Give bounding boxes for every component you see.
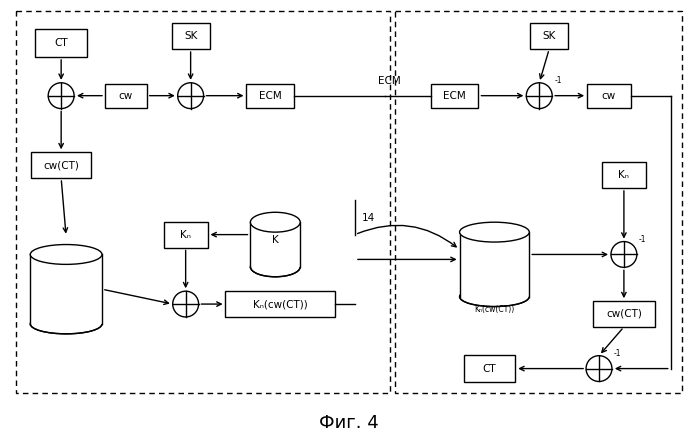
Text: cw: cw <box>602 91 616 101</box>
Bar <box>602 162 646 188</box>
Text: -1: -1 <box>554 76 562 85</box>
Text: K: K <box>272 235 279 245</box>
Bar <box>164 221 208 248</box>
Bar <box>105 84 147 108</box>
Bar <box>250 222 300 267</box>
Text: -1: -1 <box>639 235 647 244</box>
Bar <box>587 84 631 108</box>
Text: cw: cw <box>119 91 133 101</box>
Bar <box>30 255 102 324</box>
Text: Фиг. 4: Фиг. 4 <box>319 414 379 432</box>
Bar <box>395 11 682 393</box>
Ellipse shape <box>250 257 300 277</box>
Text: CT: CT <box>482 364 496 374</box>
Ellipse shape <box>459 222 529 242</box>
Bar <box>172 23 210 49</box>
Text: ECM: ECM <box>443 91 466 101</box>
Text: Kₙ: Kₙ <box>180 230 191 240</box>
Bar <box>431 84 479 108</box>
Text: ECM: ECM <box>259 91 282 101</box>
Text: 14: 14 <box>362 213 375 223</box>
Bar <box>226 291 335 317</box>
Text: Kₙ: Kₙ <box>619 170 629 180</box>
Bar <box>459 232 529 296</box>
Bar <box>31 152 91 178</box>
Text: Kₙ(cw(CT)): Kₙ(cw(CT)) <box>253 299 308 309</box>
Bar <box>593 301 655 327</box>
Text: cw(CT): cw(CT) <box>606 309 642 319</box>
Bar <box>463 355 515 382</box>
Text: SK: SK <box>542 31 556 41</box>
Ellipse shape <box>30 314 102 334</box>
Ellipse shape <box>459 287 529 307</box>
Text: -1: -1 <box>614 349 621 358</box>
Text: SK: SK <box>184 31 197 41</box>
Text: ECM: ECM <box>378 76 401 86</box>
Bar <box>247 84 294 108</box>
Ellipse shape <box>250 212 300 232</box>
Bar <box>531 23 568 49</box>
Bar <box>16 11 390 393</box>
Ellipse shape <box>30 245 102 264</box>
Text: cw(CT): cw(CT) <box>43 160 79 170</box>
Text: Kₙ(cw(CT)): Kₙ(cw(CT)) <box>475 304 514 313</box>
Text: CT: CT <box>55 38 68 48</box>
Bar <box>35 29 87 57</box>
